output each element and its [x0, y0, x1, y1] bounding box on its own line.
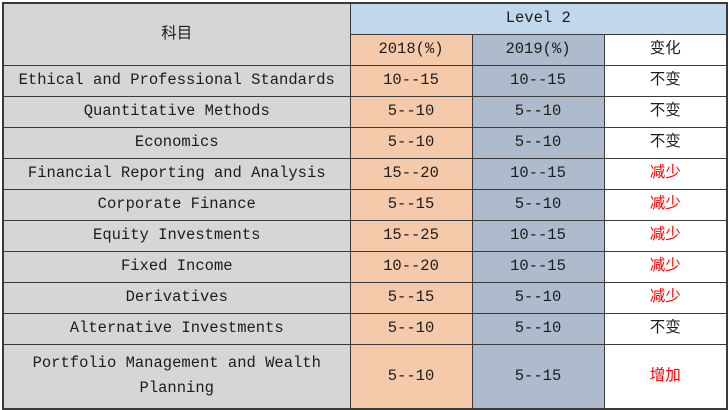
change-cell: 不变	[603, 126, 728, 159]
weight-2018-cell: 15--25	[349, 219, 473, 252]
weight-2018-cell: 10--20	[349, 250, 473, 283]
weight-2019-cell: 5--10	[471, 312, 605, 345]
table-row: Corporate Finance 5--15 5--10 减少	[2, 188, 728, 221]
change-cell: 减少	[603, 188, 728, 221]
weight-2019-cell: 10--15	[471, 64, 605, 97]
table-row: Equity Investments 15--25 10--15 减少	[2, 219, 728, 252]
table-row: Alternative Investments 5--10 5--10 不变	[2, 312, 728, 345]
table-row: Quantitative Methods 5--10 5--10 不变	[2, 95, 728, 128]
table-row: Fixed Income 10--20 10--15 减少	[2, 250, 728, 283]
weight-2018-cell: 15--20	[349, 157, 473, 190]
level2-group-header: Level 2	[349, 2, 728, 35]
year-2018-column-header: 2018(%)	[349, 33, 473, 66]
weight-2019-cell: 5--15	[471, 343, 605, 410]
table-row: Derivatives 5--15 5--10 减少	[2, 281, 728, 314]
subject-cell: Equity Investments	[2, 219, 351, 252]
subject-cell: Ethical and Professional Standards	[2, 64, 351, 97]
subject-cell: Alternative Investments	[2, 312, 351, 345]
weight-2019-cell: 10--15	[471, 157, 605, 190]
subject-cell: Portfolio Management and Wealth Planning	[2, 343, 351, 410]
weight-2019-cell: 10--15	[471, 250, 605, 283]
weight-2018-cell: 5--15	[349, 281, 473, 314]
weight-2018-cell: 5--10	[349, 312, 473, 345]
weight-2018-cell: 5--10	[349, 95, 473, 128]
change-cell: 减少	[603, 281, 728, 314]
change-column-header: 变化	[603, 33, 728, 66]
subject-cell: Quantitative Methods	[2, 95, 351, 128]
weight-2019-cell: 5--10	[471, 188, 605, 221]
subject-cell: Corporate Finance	[2, 188, 351, 221]
weight-2019-cell: 10--15	[471, 219, 605, 252]
weight-2018-cell: 10--15	[349, 64, 473, 97]
change-cell: 减少	[603, 219, 728, 252]
weight-2019-cell: 5--10	[471, 281, 605, 314]
table-row: Ethical and Professional Standards 10--1…	[2, 64, 728, 97]
subject-cell: Fixed Income	[2, 250, 351, 283]
subject-cell: Financial Reporting and Analysis	[2, 157, 351, 190]
change-cell: 减少	[603, 157, 728, 190]
change-cell: 不变	[603, 312, 728, 345]
change-cell: 增加	[603, 343, 728, 410]
table-row: Economics 5--10 5--10 不变	[2, 126, 728, 159]
table-row: Financial Reporting and Analysis 15--20 …	[2, 157, 728, 190]
weight-2018-cell: 5--10	[349, 126, 473, 159]
subject-cell: Economics	[2, 126, 351, 159]
subject-column-header: 科目	[2, 2, 351, 66]
year-2019-column-header: 2019(%)	[471, 33, 605, 66]
change-cell: 不变	[603, 95, 728, 128]
change-cell: 减少	[603, 250, 728, 283]
weight-2019-cell: 5--10	[471, 95, 605, 128]
table-row: Portfolio Management and Wealth Planning…	[2, 343, 728, 410]
subject-cell: Derivatives	[2, 281, 351, 314]
weight-2019-cell: 5--10	[471, 126, 605, 159]
change-cell: 不变	[603, 64, 728, 97]
weight-2018-cell: 5--15	[349, 188, 473, 221]
weight-2018-cell: 5--10	[349, 343, 473, 410]
